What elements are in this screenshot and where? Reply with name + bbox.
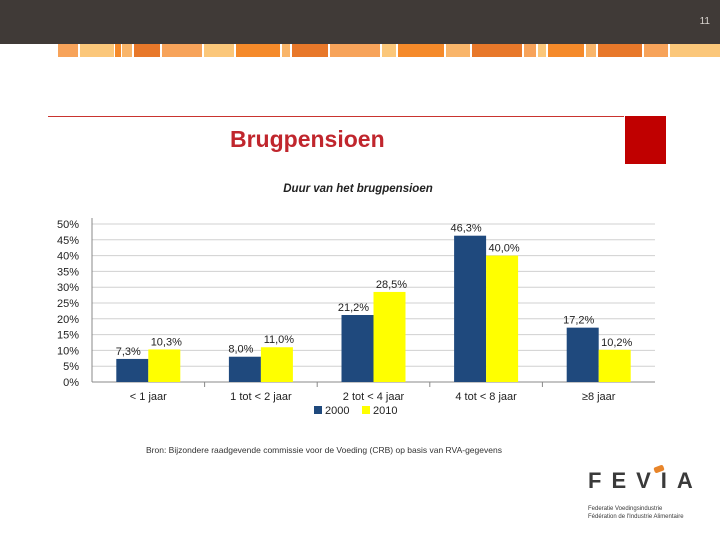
stripe-segment [548,44,584,57]
bar-2000 [566,327,599,382]
top-bar: 11 [0,0,720,44]
y-tick-label: 45% [57,235,79,247]
stripe-segment [236,44,280,57]
stripe-segment [292,44,328,57]
slide-title: Brugpensioen [230,126,385,152]
y-tick-label: 25% [57,298,79,310]
y-tick-label: 30% [57,282,79,294]
x-category-label: 1 tot < 2 jaar [230,391,292,403]
bar-2010 [486,255,519,382]
bar-2010 [373,291,406,382]
stripe-segment [670,44,720,57]
legend-label-2010: 2010 [373,405,397,417]
stripe-segment [282,44,290,57]
logo-subtitle-fr: Fédération de l'Industrie Alimentaire [588,514,684,520]
x-category-label: 2 tot < 4 jaar [343,391,405,403]
data-label-2000: 7,3% [116,346,141,358]
stripe-segment [598,44,642,57]
stripe-segment [162,44,202,57]
stripe-segment [472,44,522,57]
bar-2010 [260,347,293,382]
stripe-segment [586,44,596,57]
stripe-segment [80,44,114,57]
logo-wordmark: FEVIA [588,468,703,493]
stripe-segment [524,44,536,57]
stripe-segment [398,44,444,57]
slide-number: 11 [699,16,710,27]
source-note: Bron: Bijzondere raadgevende commissie v… [146,445,502,455]
y-tick-label: 5% [63,361,79,373]
data-label-2010: 28,5% [376,279,407,291]
data-label-2010: 10,2% [601,337,632,349]
x-category-label: ≥8 jaar [582,391,616,403]
y-tick-label: 40% [57,251,79,263]
stripe-segment [134,44,160,57]
stripe-segment [644,44,668,57]
y-tick-label: 50% [57,219,79,231]
bar-2000 [454,235,487,382]
stripe-segment [382,44,396,57]
y-tick-label: 0% [63,377,79,389]
legend-label-2000: 2000 [325,405,349,417]
y-tick-label: 20% [57,314,79,326]
bar-2010 [598,349,631,382]
decorative-stripe [0,44,720,57]
bar-2000 [116,358,149,382]
stripe-segment [446,44,470,57]
stripe-segment [115,44,121,57]
bar-2010 [148,349,181,382]
y-tick-label: 10% [57,345,79,357]
data-label-2010: 40,0% [488,243,519,255]
data-label-2000: 17,2% [563,315,594,327]
bar-2000 [228,356,261,382]
bar-2000 [341,315,374,382]
stripe-segment [330,44,380,57]
y-tick-label: 15% [57,330,79,342]
logo-subtitle-nl: Federatie Voedingsindustrie [588,506,663,512]
data-label-2000: 8,0% [228,344,253,356]
data-label-2000: 21,2% [338,302,369,314]
x-category-label: 4 tot < 8 jaar [455,391,517,403]
data-label-2010: 10,3% [151,336,182,348]
stripe-segment [204,44,234,57]
x-category-label: < 1 jaar [130,391,167,403]
title-rule [48,116,624,117]
chart-title: Duur van het brugpensioen [283,183,433,195]
fevia-logo: FEVIA Federatie Voedingsindustrie Fédéra… [584,464,696,526]
legend-swatch-2010 [362,406,370,414]
y-tick-label: 35% [57,266,79,278]
legend-swatch-2000 [314,406,322,414]
stripe-segment [58,44,78,57]
stripe-segment [122,44,132,57]
data-label-2000: 46,3% [450,223,481,235]
stripe-segment [538,44,546,57]
accent-square [625,116,666,164]
data-label-2010: 11,0% [264,334,295,346]
